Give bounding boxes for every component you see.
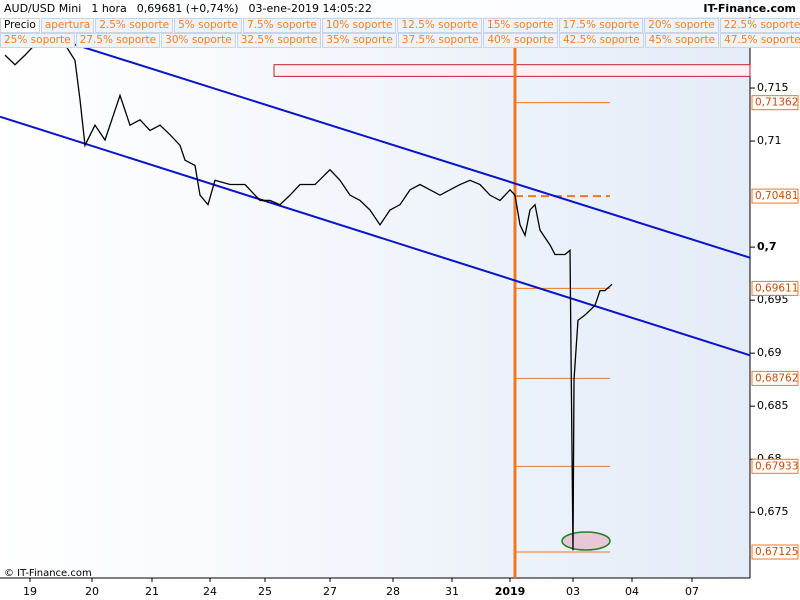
y-tick-label: 0,675 [757,505,789,518]
trendline [74,43,751,259]
toolbar-button[interactable]: 10% soporte [321,18,397,33]
toolbar-button[interactable]: 5% soporte [174,18,242,33]
toolbar-button[interactable]: 2.5% soporte [95,18,174,33]
brand: IT-Finance.com [703,2,796,15]
plot-bg [0,0,750,578]
x-tick-label: 31 [445,585,459,598]
toolbar-button[interactable]: 22.5% soporte [719,18,800,33]
annotation-ellipse [561,531,611,551]
y-tick-label: 0,71 [757,134,782,147]
level-label: 0,67933 [755,460,798,472]
level-label-box [751,458,799,474]
toolbar-button[interactable]: 15% soporte [483,18,558,33]
toolbar-button[interactable]: 25% soporte [0,33,75,48]
level-label-box [751,370,799,386]
datetime: 03-ene-2019 14:05:22 [248,2,372,15]
level-label-box [751,280,799,296]
toolbar-button[interactable]: 17.5% soporte [558,18,644,33]
x-tick-label: 28 [386,585,400,598]
y-tick-label: 0,69 [757,346,782,359]
interval: 1 hora [91,2,127,15]
x-tick-label: 27 [323,585,337,598]
instrument: AUD/USD Mini [4,2,82,15]
x-tick-label: 20 [85,585,99,598]
x-tick-label: 03 [566,585,580,598]
x-tick-label: 07 [685,585,699,598]
y-tick-label: 0,715 [757,81,789,94]
x-tick-label: 21 [145,585,159,598]
x-tick-label: 04 [625,585,639,598]
level-label-box [751,544,799,560]
y-tick-label: 0,685 [757,399,789,412]
footer: © IT-Finance.com [4,568,92,579]
level-label: 0,68762 [755,372,798,384]
toolbar-row: 25% soporte 27.5% soporte 30% soporte 32.5%… [0,33,800,48]
toolbar-button[interactable]: 45% soporte [644,33,720,48]
toolbar-button[interactable]: 42.5% soporte [558,33,644,48]
level-label: 0,67125 [755,546,798,558]
y-tick-label: 0,695 [757,293,789,306]
toolbar-button[interactable]: Precio [0,18,40,33]
toolbar-button[interactable]: 20% soporte [644,18,719,33]
x-tick-label: 25 [258,585,272,598]
y-tick-label: 0,7 [757,240,777,253]
trendline [0,115,751,357]
x-tick-label: 2019 [495,585,526,598]
toolbar-button[interactable]: 27.5% soporte [75,33,161,48]
zone [273,64,751,77]
toolbar-button[interactable]: apertura [40,18,95,33]
price-line [4,34,613,551]
level-label-box [751,95,799,111]
level-label: 0,70481 [755,190,798,202]
level-label-box [751,188,799,204]
level-label: 0,71362 [755,97,798,109]
toolbar-button[interactable]: 47.5% soporte [720,33,800,48]
level-label: 0,69611 [755,282,798,294]
price: 0,69681 (+0,74%) [136,2,239,15]
header: AUD/USD Mini 1 hora 0,69681 (+0,74%) 03-… [0,0,800,17]
toolbar-button[interactable]: 40% soporte [483,33,558,48]
x-tick-label: 19 [23,585,37,598]
toolbar-button[interactable]: 37.5% soporte [397,33,483,48]
toolbar-row: Precio apertura 2.5% soporte 5% soporte 7.5%… [0,18,800,33]
toolbar-button[interactable]: 30% soporte [161,33,236,48]
toolbar-button[interactable]: 12.5% soporte [397,18,483,33]
toolbar-button[interactable]: 7.5% soporte [242,18,321,33]
toolbar-button[interactable]: 32.5% soporte [236,33,322,48]
x-tick-label: 24 [203,585,217,598]
toolbar-button[interactable]: 35% soporte [322,33,397,48]
